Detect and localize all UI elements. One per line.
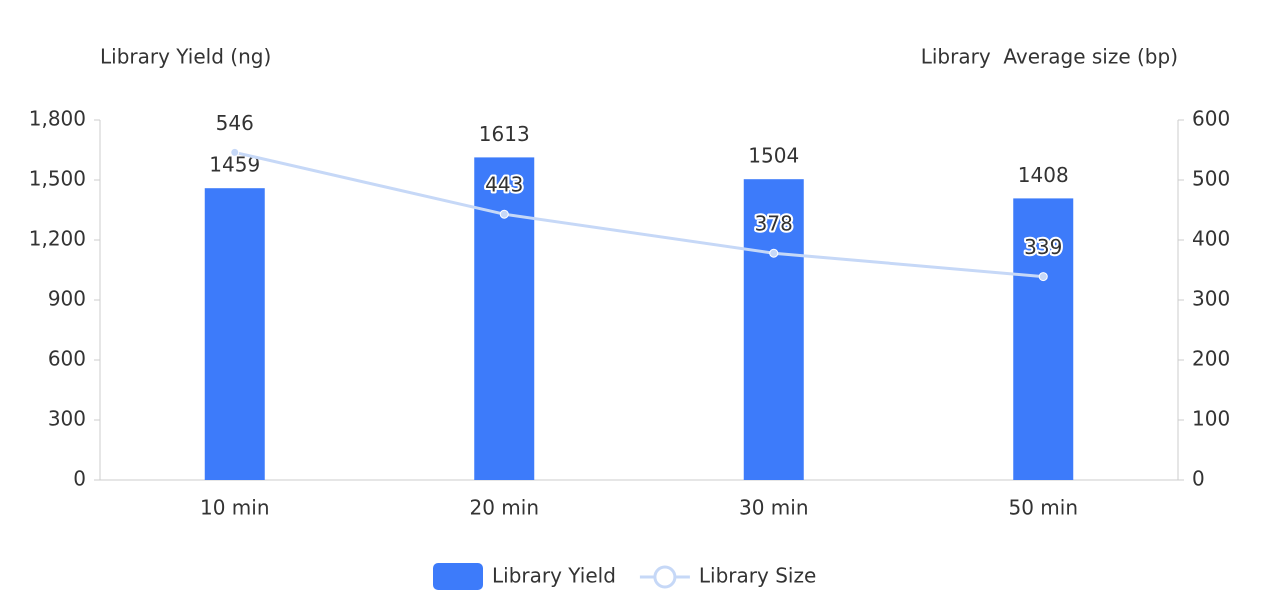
bar-value-label: 1408 [1018,163,1069,187]
y-tick-label: 900 [48,287,86,311]
y2-tick-label: 100 [1192,407,1230,431]
line-point [769,248,779,258]
legend-swatch [653,565,677,589]
y-tick-label: 1,800 [29,107,86,131]
legend-label: Library Size [699,564,816,588]
y2-tick-label: 500 [1192,167,1230,191]
line-point [1038,272,1048,282]
x-tick-label: 10 min [200,496,270,520]
y2-tick-label: 400 [1192,227,1230,251]
y-tick-label: 600 [48,347,86,371]
y-tick-label: 300 [48,407,86,431]
x-tick-label: 50 min [1008,496,1078,520]
line-point [230,147,240,157]
x-tick-label: 20 min [469,496,539,520]
y-tick-label: 1,200 [29,227,86,251]
y-tick-label: 0 [73,467,86,491]
x-tick-label: 30 min [739,496,809,520]
bar [474,157,535,480]
line-point [499,209,509,219]
line-value-label: 443 [485,173,523,197]
line-value-label: 378 [755,212,793,236]
line-value-label: 339 [1024,235,1062,259]
y2-axis-title: Library Average size (bp) [921,45,1178,69]
y2-tick-label: 200 [1192,347,1230,371]
bar-value-label: 1504 [748,144,799,168]
y2-tick-label: 300 [1192,287,1230,311]
bar [743,179,804,480]
legend-label: Library Yield [492,564,616,588]
bar-value-label: 1613 [479,122,530,146]
y2-tick-label: 0 [1192,467,1205,491]
y2-tick-label: 600 [1192,107,1230,131]
legend-swatch [433,563,483,590]
y-axis-title: Library Yield (ng) [100,45,271,69]
bar [204,188,265,480]
line-value-label: 546 [216,111,254,135]
bar [1013,198,1074,480]
y-tick-label: 1,500 [29,167,86,191]
line [234,150,1044,279]
